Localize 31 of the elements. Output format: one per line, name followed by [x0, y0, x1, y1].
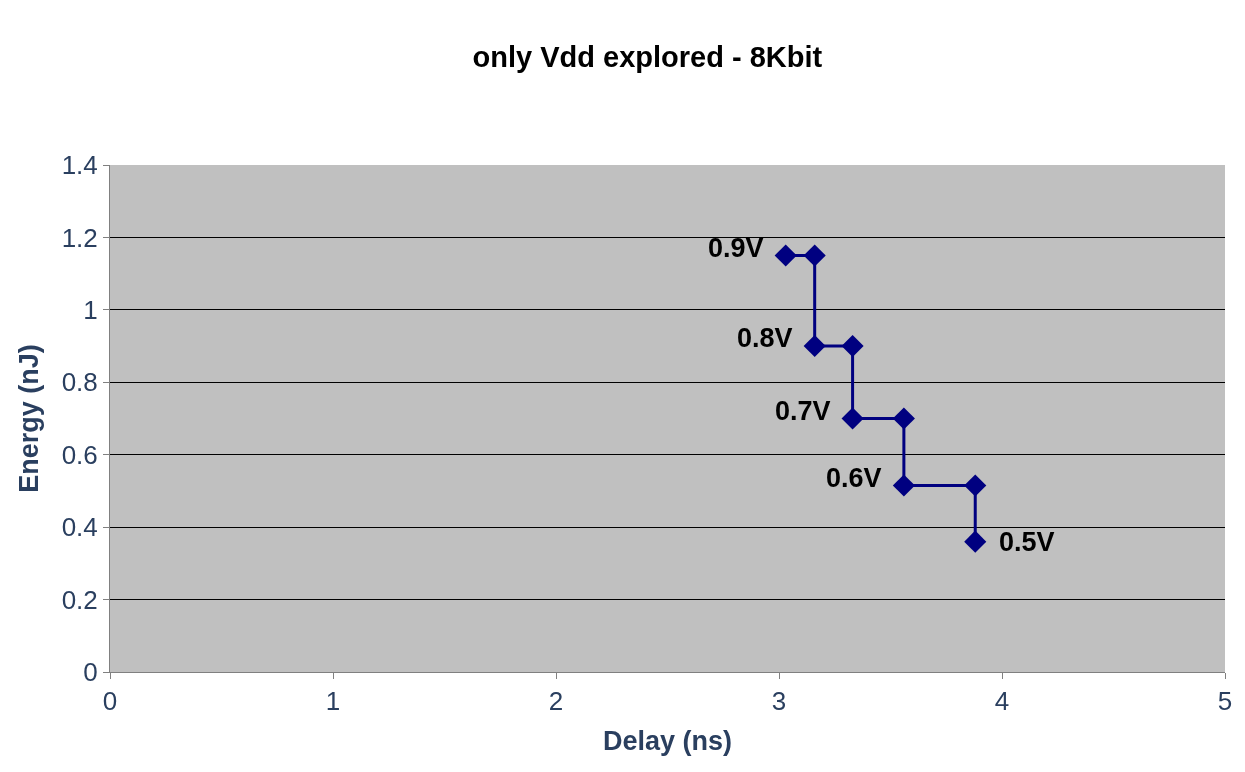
- point: [803, 335, 826, 358]
- y-tick-label: 1: [83, 294, 98, 325]
- x-tick-label: 4: [994, 686, 1010, 717]
- y-tick-label: 0.4: [61, 512, 98, 543]
- x-tick-label: 1: [325, 686, 341, 717]
- y-tick-label: 1.2: [61, 222, 98, 253]
- y-tick-label: 0: [83, 657, 98, 688]
- point: [964, 530, 987, 553]
- x-tick-label: 3: [771, 686, 787, 717]
- x-tick-label: 0: [102, 686, 118, 717]
- point: [892, 407, 915, 430]
- annotation: 0.6V: [826, 463, 882, 493]
- y-axis-title: Energy (nJ): [13, 344, 44, 493]
- y-tick-label: 0.8: [61, 367, 98, 398]
- point: [841, 335, 864, 358]
- annotation: 0.5V: [999, 527, 1055, 557]
- y-tick-label: 1.4: [61, 150, 98, 181]
- point: [803, 244, 826, 267]
- y-tick-label: 0.2: [61, 584, 98, 615]
- point: [774, 244, 797, 267]
- annotation: 0.9V: [708, 233, 764, 263]
- point: [841, 407, 864, 430]
- point: [892, 474, 915, 497]
- x-axis-title: Delay (ns): [602, 725, 733, 756]
- annotation: 0.7V: [775, 396, 831, 426]
- x-tick-label: 5: [1217, 686, 1233, 717]
- chart-title: only Vdd explored - 8Kbit: [472, 40, 823, 73]
- x-tick-label: 2: [548, 686, 564, 717]
- annotation: 0.8V: [737, 323, 793, 353]
- y-tick-label: 0.6: [61, 439, 98, 470]
- point: [964, 474, 987, 497]
